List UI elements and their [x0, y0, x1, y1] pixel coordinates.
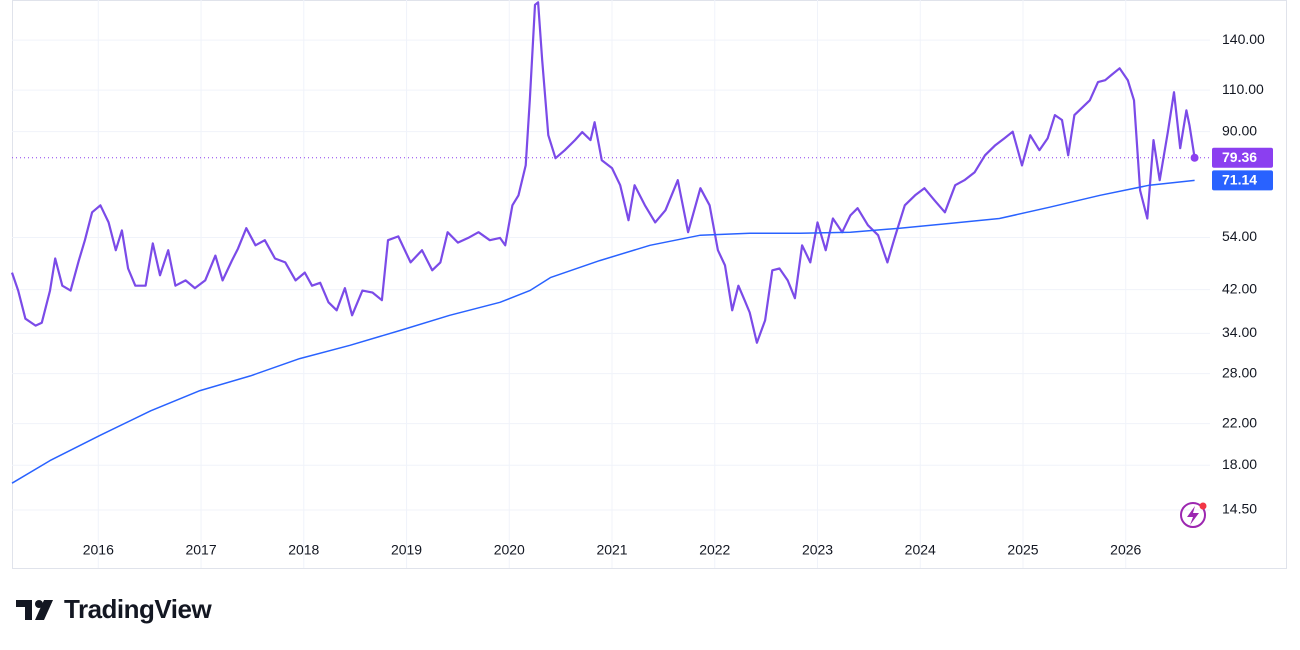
- brand-name: TradingView: [64, 594, 212, 624]
- y-tick-label: 14.50: [1222, 501, 1257, 517]
- price-badge-label: 79.36: [1222, 149, 1257, 165]
- series-line: [11, 179, 1195, 484]
- x-tick-label: 2024: [905, 542, 936, 558]
- x-tick-label: 2020: [494, 542, 525, 558]
- grid: [12, 0, 1210, 568]
- plot: [10, 1, 1210, 484]
- tv-icon: [1180, 502, 1207, 528]
- x-tick-label: 2025: [1007, 542, 1038, 558]
- price-badge: [1212, 170, 1273, 191]
- x-tick-label: 2021: [596, 542, 627, 558]
- axis: 140.00 110.00 90.00 54.00 42.00 34.00 28.00 22.…: [83, 31, 1273, 558]
- logo-part: [16, 600, 32, 620]
- x-tick-label: 2023: [802, 542, 833, 558]
- y-tick-label: 110.00: [1222, 81, 1264, 97]
- logo-part: [35, 600, 53, 620]
- y-tick-label: 140.00: [1222, 31, 1265, 47]
- chart-frame: [12, 0, 1287, 569]
- y-tick-label: 54.00: [1222, 228, 1257, 244]
- icon-ring[interactable]: [1180, 502, 1206, 528]
- icon-dot: [1199, 502, 1207, 510]
- x-tick-label: 2016: [83, 542, 114, 558]
- last-point: [1190, 153, 1199, 162]
- y-tick-label: 28.00: [1222, 364, 1257, 380]
- x-tick-label: 2026: [1110, 542, 1141, 558]
- price-badge-label: 71.14: [1222, 172, 1257, 188]
- x-tick-label: 2018: [288, 542, 319, 558]
- y-tick-label: 42.00: [1222, 280, 1257, 296]
- y-tick-label: 90.00: [1222, 122, 1257, 138]
- x-tick-label: 2019: [391, 542, 422, 558]
- x-tick-label: 2022: [699, 542, 730, 558]
- icon-bolt: [1187, 506, 1199, 525]
- x-tick-label: 2017: [185, 542, 216, 558]
- y-tick-label: 18.00: [1222, 456, 1257, 472]
- series-line: [10, 1, 1196, 344]
- logo-part: [35, 600, 43, 608]
- price-badge: [1212, 147, 1273, 168]
- y-tick-label: 34.00: [1222, 324, 1257, 340]
- brand-logo: TradingView: [16, 594, 213, 624]
- y-tick-label: 22.00: [1222, 414, 1257, 430]
